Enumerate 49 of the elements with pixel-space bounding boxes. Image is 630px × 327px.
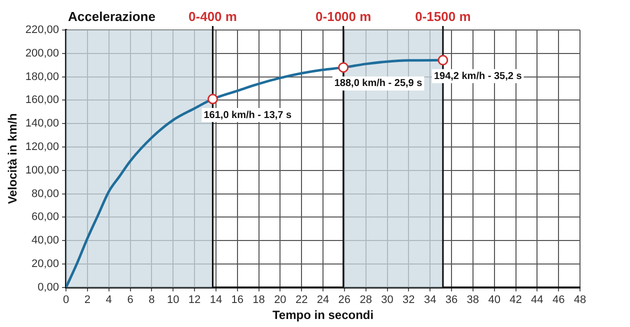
x-tick-label: 28: [360, 294, 372, 306]
x-tick-label: 44: [531, 294, 544, 306]
ref-line-label: 0-1500 m: [415, 9, 471, 24]
x-tick-label: 34: [424, 294, 436, 306]
x-tick-label: 30: [381, 294, 394, 306]
y-tick-label: 220,00: [25, 24, 60, 36]
y-tick-label: 140,00: [25, 118, 60, 130]
point: [207, 94, 218, 104]
x-tick-label: 16: [231, 294, 244, 306]
y-tick-label: 60,00: [32, 211, 60, 224]
y-tick-label: 80,00: [32, 188, 60, 200]
x-tick-label: 46: [552, 294, 565, 306]
y-tick-label: 40,00: [32, 234, 60, 247]
y-tick-label: 160,00: [25, 94, 60, 106]
y-tick-label: 20,00: [32, 258, 60, 270]
x-tick-label: 24: [316, 294, 330, 306]
x-tick-label: 4: [106, 294, 112, 306]
chart-title: Accelerazione: [68, 9, 156, 24]
x-tick-label: 38: [466, 294, 480, 306]
annotation: 194,2 km/h - 35,2 s: [434, 70, 522, 82]
x-tick-label: 0: [62, 294, 70, 306]
point: [338, 62, 349, 73]
x-tick-label: 14: [210, 294, 222, 306]
x-tick-label: 10: [166, 294, 180, 306]
annotation: 188,0 km/h - 25,9 s: [334, 78, 423, 90]
ref-line-label: 0-400 m: [188, 9, 237, 24]
x-tick-label: 48: [574, 294, 586, 306]
x-tick-label: 2: [84, 294, 91, 306]
x-tick-label: 40: [488, 294, 500, 306]
x-tick-label: 8: [148, 294, 155, 306]
y-tick-label: 120,00: [25, 141, 60, 154]
ref-line-label: 0-1000 m: [316, 9, 372, 24]
x-tick-label: 20: [274, 294, 286, 306]
y-tick-label: 100,00: [25, 164, 60, 176]
point: [438, 54, 448, 66]
y-tick-label: 180,00: [25, 70, 60, 83]
x-tick-label: 12: [188, 294, 201, 306]
annotation: 161,0 km/h - 13,7 s: [204, 110, 292, 121]
y-tick-label: 0,00: [38, 281, 60, 294]
x-tick-label: 22: [295, 294, 308, 306]
x-tick-label: 18: [252, 294, 265, 306]
y-axis-title: Velocità in km/h: [6, 113, 20, 204]
x-tick-label: 36: [445, 294, 458, 306]
y-tick-label: 200,00: [25, 47, 60, 60]
x-axis-title: Tempo in secondi: [272, 308, 374, 322]
x-tick-label: 42: [510, 294, 522, 306]
x-tick-label: 32: [402, 294, 415, 306]
x-tick-label: 6: [127, 294, 134, 306]
x-tick-label: 26: [338, 294, 351, 306]
